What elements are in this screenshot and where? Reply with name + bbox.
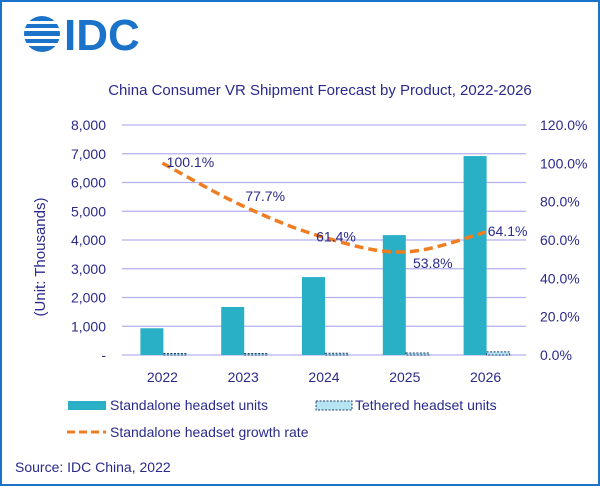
x-tick-label: 2026 <box>470 369 501 385</box>
growth-label-2022: 100.1% <box>167 154 214 170</box>
legend-label-growth: Standalone headset growth rate <box>110 424 309 440</box>
x-tick-label: 2024 <box>308 369 339 385</box>
legend-swatch-tethered <box>315 400 353 411</box>
bar-standalone-2023 <box>221 306 245 355</box>
x-tick-label: 2023 <box>228 369 259 385</box>
x-axis-ticks: 2022 2023 2024 2025 2026 <box>147 369 502 385</box>
logo-text: IDC <box>64 11 140 60</box>
source-note: Source: IDC China, 2022 <box>15 459 171 475</box>
legend-item-tethered: Tethered headset units <box>315 397 497 413</box>
idc-logo: IDC <box>22 11 140 60</box>
x-tick-label: 2025 <box>389 369 420 385</box>
bar-tethered-2022 <box>162 353 187 356</box>
y-axis-ticks: - 1,000 2,000 3,000 4,000 5,000 6,000 7,000 8,00… <box>71 117 106 363</box>
chart-title: China Consumer VR Shipment Forecast by P… <box>108 82 532 99</box>
legend-swatch-standalone <box>68 401 106 410</box>
legend-item-growth: Standalone headset growth rate <box>67 424 309 440</box>
y-tick-label: 3,000 <box>71 261 106 277</box>
bar-tethered-2025 <box>405 352 430 356</box>
y2-tick-label: 0.0% <box>540 347 572 363</box>
y-tick-label: - <box>101 347 106 363</box>
y-tick-label: 2,000 <box>71 290 106 306</box>
x-tick-label: 2022 <box>147 369 178 385</box>
y-tick-label: 7,000 <box>71 146 106 162</box>
legend-label-tethered: Tethered headset units <box>355 397 497 413</box>
bar-standalone-2026 <box>463 156 487 355</box>
y2-tick-label: 80.0% <box>540 194 580 210</box>
y2-tick-label: 40.0% <box>540 270 580 286</box>
legend-item-standalone: Standalone headset units <box>68 397 268 413</box>
y-tick-label: 6,000 <box>71 175 106 191</box>
y2-tick-label: 60.0% <box>540 232 580 248</box>
y-tick-label: 8,000 <box>71 117 106 133</box>
y2-axis-ticks: 0.0% 20.0% 40.0% 60.0% 80.0% 100.0% 120.0% <box>540 117 587 363</box>
y-tick-label: 1,000 <box>71 318 106 334</box>
growth-line: 100.1% 77.7% 61.4% 53.8% 64.1% <box>161 154 528 271</box>
bar-tethered-2023 <box>243 353 268 356</box>
y2-tick-label: 20.0% <box>540 309 580 325</box>
growth-rate-line <box>161 161 487 254</box>
y2-tick-label: 100.0% <box>540 155 587 171</box>
legend-label-standalone: Standalone headset units <box>110 397 268 413</box>
bar-tethered-2026 <box>486 351 511 356</box>
growth-label-2025: 53.8% <box>413 255 453 271</box>
growth-label-2026: 64.1% <box>488 223 528 239</box>
bar-standalone-2022 <box>140 328 164 355</box>
legend: Standalone headset units Tethered headse… <box>67 397 497 440</box>
bar-standalone-2025 <box>382 235 406 355</box>
y-tick-label: 4,000 <box>71 232 106 248</box>
bars <box>140 156 511 356</box>
bar-tethered-2024 <box>324 352 349 356</box>
y2-tick-label: 120.0% <box>540 117 587 133</box>
globe-icon <box>22 16 62 52</box>
growth-label-2023: 77.7% <box>245 188 285 204</box>
bar-standalone-2024 <box>302 277 325 355</box>
chart-svg: IDC China Consumer VR Shipment Forecast … <box>15 11 587 475</box>
y-tick-label: 5,000 <box>71 203 106 219</box>
growth-label-2024: 61.4% <box>316 228 356 244</box>
y-axis-label: (Unit: Thousands) <box>32 198 49 317</box>
